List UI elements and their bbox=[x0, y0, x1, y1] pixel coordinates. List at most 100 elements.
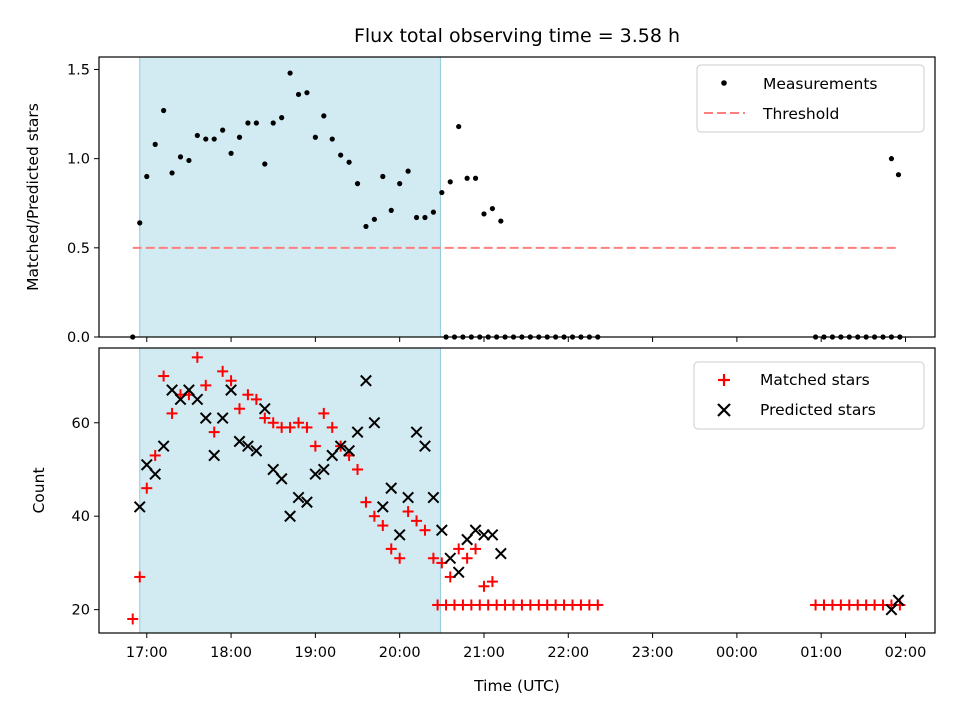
legend-matched-label: Matched stars bbox=[760, 371, 870, 389]
matched-star-point bbox=[242, 389, 254, 401]
predicted-star-point bbox=[419, 440, 431, 453]
matched-star-point bbox=[309, 440, 321, 452]
matched-star-point bbox=[419, 524, 431, 536]
matched-star-point bbox=[453, 543, 465, 555]
measurement-point bbox=[363, 223, 369, 230]
matched-star-point bbox=[141, 482, 153, 494]
predicted-star-point bbox=[275, 472, 288, 485]
top-legend-box bbox=[696, 64, 925, 133]
matched-star-point bbox=[134, 571, 146, 583]
predicted-star-point bbox=[183, 384, 195, 396]
predicted-star-point bbox=[326, 449, 339, 462]
matched-star-point bbox=[427, 552, 439, 564]
matched-star-point bbox=[478, 580, 490, 592]
predicted-star-point bbox=[368, 416, 381, 429]
predicted-star-point bbox=[216, 412, 229, 424]
measurement-point bbox=[405, 168, 411, 174]
measurement-point bbox=[194, 132, 200, 139]
matched-star-point bbox=[208, 426, 220, 438]
predicted-star-point bbox=[284, 510, 296, 523]
predicted-star-point bbox=[166, 384, 178, 396]
measurement-point bbox=[169, 170, 175, 176]
predicted-star-point bbox=[301, 496, 313, 509]
predicted-star-point bbox=[469, 524, 482, 537]
matched-star-point bbox=[149, 449, 161, 461]
predicted-star-point bbox=[393, 528, 406, 541]
measurement-point bbox=[270, 120, 276, 126]
measurement-point bbox=[211, 136, 217, 142]
matched-star-point bbox=[200, 379, 212, 391]
matched-star-point bbox=[293, 417, 305, 429]
predicted-star-point bbox=[461, 533, 474, 546]
x-tick-label: 18:00 bbox=[210, 645, 252, 661]
matched-star-point bbox=[470, 543, 482, 555]
x-tick-label: 19:00 bbox=[294, 645, 336, 661]
predicted-star-point bbox=[199, 412, 212, 424]
matched-star-point bbox=[411, 515, 423, 527]
predicted-star-point bbox=[292, 491, 305, 504]
measurement-point bbox=[321, 113, 327, 119]
x-axis-label: Time (UTC) bbox=[473, 677, 560, 695]
matched-star-point bbox=[377, 520, 389, 532]
top-axes-frame bbox=[98, 56, 936, 338]
predicted-star-point bbox=[208, 449, 221, 462]
top-y-tick-label: 1.5 bbox=[67, 62, 90, 78]
top-panel: 0.0 0.5 1.0 1.5 Matched/Predicted stars Mea… bbox=[24, 56, 936, 346]
measurement-point bbox=[177, 154, 184, 160]
matched-star-point bbox=[486, 576, 498, 588]
legend-measurements-marker bbox=[721, 80, 727, 86]
x-tick-label: 21:00 bbox=[463, 645, 505, 661]
bottom-y-axis-label: Count bbox=[30, 467, 48, 513]
predicted-star-point bbox=[885, 603, 898, 616]
matched-star-point bbox=[360, 496, 372, 508]
predicted-star-point bbox=[360, 374, 372, 387]
bottom-y-tick-label: 20 bbox=[72, 603, 90, 619]
measurement-point bbox=[422, 214, 428, 221]
measurement-point bbox=[388, 207, 394, 213]
predicted-star-point bbox=[258, 402, 271, 415]
legend-measurements-label: Measurements bbox=[763, 75, 878, 93]
predicted-star-point bbox=[267, 463, 280, 476]
measurement-point bbox=[161, 107, 167, 114]
predicted-star-point bbox=[334, 440, 347, 453]
measurement-point bbox=[228, 150, 234, 156]
top-x-axis bbox=[146, 337, 906, 342]
matched-star-point bbox=[166, 407, 178, 419]
top-y-axis-label: Matched/Predicted stars bbox=[24, 103, 42, 291]
predicted-star-point bbox=[149, 468, 162, 481]
top-legend: Measurements Threshold bbox=[696, 64, 925, 133]
measurement-point bbox=[413, 214, 420, 221]
predicted-star-point bbox=[435, 524, 448, 537]
top-y-tick-label: 0.0 bbox=[67, 330, 90, 346]
measurement-point bbox=[329, 136, 335, 142]
measurement-point bbox=[220, 127, 226, 133]
measurement-point bbox=[439, 189, 445, 196]
measurement-point bbox=[380, 173, 386, 180]
top-y-tick-label: 0.5 bbox=[67, 241, 90, 257]
measurement-point bbox=[144, 173, 150, 180]
legend-predicted-marker bbox=[717, 403, 731, 417]
predicted-star-point bbox=[191, 393, 204, 406]
bottom-y-axis: 20 40 60 bbox=[72, 416, 99, 619]
measurement-point bbox=[245, 120, 251, 126]
matched-star-point bbox=[394, 552, 406, 564]
matched-star-point bbox=[225, 375, 237, 387]
matched-star-point bbox=[267, 417, 279, 429]
measurement-point bbox=[371, 216, 377, 222]
predicted-star-point bbox=[452, 566, 465, 579]
chart-title: Flux total observing time = 3.58 h bbox=[354, 25, 680, 47]
predicted-star-point bbox=[157, 440, 170, 453]
bottom-x-axis: 17:00 18:00 19:00 20:00 21:00 22:00 23:00 00:00… bbox=[126, 633, 926, 661]
measurement-point bbox=[498, 218, 504, 224]
measurement-point bbox=[186, 157, 192, 164]
predicted-star-point bbox=[242, 440, 254, 453]
predicted-star-point bbox=[892, 594, 905, 607]
matched-star-point bbox=[461, 552, 473, 564]
measurement-point bbox=[456, 123, 462, 130]
measurement-point bbox=[489, 205, 496, 212]
measurement-point bbox=[464, 175, 470, 181]
predicted-star-point bbox=[309, 468, 322, 481]
predicted-star-point bbox=[250, 444, 263, 457]
bottom-legend-box bbox=[693, 361, 925, 430]
